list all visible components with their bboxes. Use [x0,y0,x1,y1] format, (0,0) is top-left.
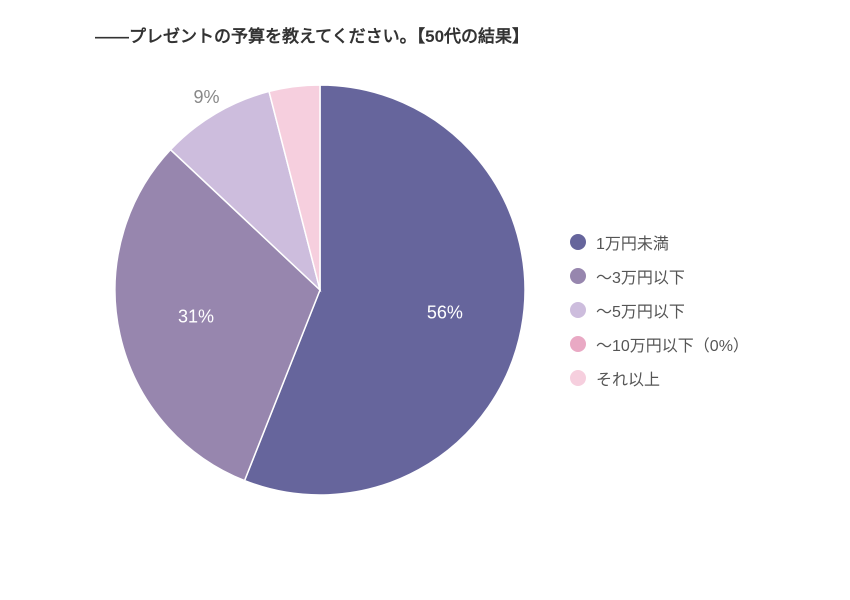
slice-label-le3man: 31% [178,306,214,326]
legend-swatch-lt1man [570,234,586,250]
legend-swatch-more [570,370,586,386]
pie-svg: 56%31%9%4% [110,80,530,500]
legend-label-le10man: ～10万円以下（0%） [596,332,749,356]
legend-label-more: それ以上 [596,366,660,390]
legend: 1万円未満 ～3万円以下 ～5万円以下 ～10万円以下（0%） それ以上 [570,230,749,400]
legend-swatch-le3man [570,268,586,284]
slice-label-le5man: 9% [193,87,219,107]
legend-item-le5man: ～5万円以下 [570,298,749,322]
legend-swatch-le10man [570,336,586,352]
slice-label-lt1man: 56% [427,303,463,323]
legend-label-lt1man: 1万円未満 [596,230,669,254]
pie-chart: 56%31%9%4% [110,80,530,500]
chart-title: ——プレゼントの予算を教えてください。【50代の結果】 [95,22,529,47]
legend-item-le3man: ～3万円以下 [570,264,749,288]
legend-item-le10man: ～10万円以下（0%） [570,332,749,356]
legend-label-le3man: ～3万円以下 [596,264,685,288]
legend-item-more: それ以上 [570,366,749,390]
legend-item-lt1man: 1万円未満 [570,230,749,254]
legend-swatch-le5man [570,302,586,318]
legend-label-le5man: ～5万円以下 [596,298,685,322]
